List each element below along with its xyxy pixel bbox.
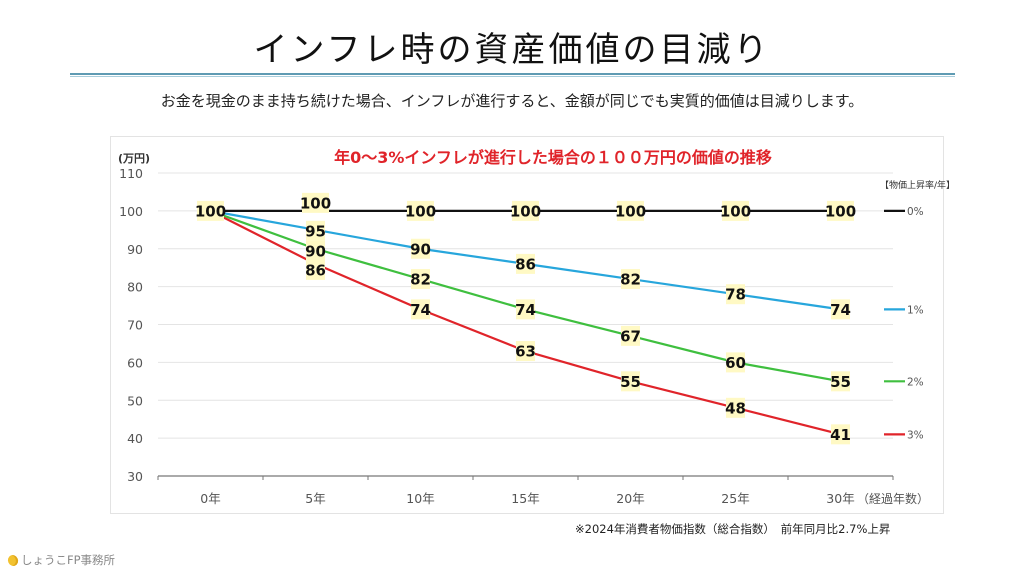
data-label-bg [726, 284, 745, 305]
y-tick-label: 30 [127, 469, 143, 484]
data-label-bg [617, 200, 644, 221]
data-label-bg [831, 371, 850, 392]
x-tick-label: 0年 [200, 491, 220, 506]
data-label: 74 [830, 301, 851, 319]
data-label: 60 [725, 354, 746, 372]
legend-label: 1% [907, 304, 924, 316]
data-label-bg [407, 200, 434, 221]
data-label: 82 [620, 271, 641, 289]
legend-label: 2% [907, 376, 924, 388]
data-label: 100 [510, 202, 541, 220]
data-label-bg [516, 299, 535, 320]
y-tick-label: 40 [127, 431, 143, 446]
data-label: 48 [725, 399, 746, 417]
data-label: 74 [515, 301, 536, 319]
data-label: 55 [830, 373, 851, 391]
x-tick-label: 30年 [826, 491, 854, 506]
data-label-bg [411, 238, 430, 259]
data-label: 55 [620, 373, 641, 391]
data-label-bg [306, 259, 325, 280]
data-label: 100 [405, 202, 436, 220]
legend-label: 3% [907, 429, 924, 441]
y-tick-label: 50 [127, 393, 143, 408]
chart-title: 年0〜3%インフレが進行した場合の１００万円の価値の推移 [334, 148, 772, 167]
data-label: 100 [825, 202, 856, 220]
x-tick-label: 25年 [721, 491, 749, 506]
lemon-icon [6, 552, 20, 568]
data-label: 86 [305, 261, 326, 279]
brand: しょうこFP事務所 [6, 552, 116, 568]
y-tick-label: 60 [127, 355, 143, 370]
data-label-bg [411, 299, 430, 320]
brand-name: しょうこFP事務所 [21, 553, 116, 567]
data-label: 95 [305, 222, 326, 240]
data-label-bg [722, 200, 749, 221]
x-tick-label: 20年 [616, 491, 644, 506]
data-label-bg [306, 240, 325, 261]
x-axis-label: （経過年数） [857, 491, 929, 506]
data-label: 41 [830, 426, 851, 444]
data-label-bg [831, 299, 850, 320]
data-label: 67 [620, 327, 641, 345]
source-note: ※2024年消費者物価指数（総合指数） 前年同月比2.7%上昇 [575, 522, 891, 536]
page-subtitle: お金を現金のまま持ち続けた場合、インフレが進行すると、金額が同じでも実質的価値は… [160, 92, 864, 110]
data-label: 100 [720, 202, 751, 220]
data-label: 78 [725, 286, 746, 304]
data-label-bg [411, 269, 430, 290]
y-tick-label: 110 [119, 166, 143, 181]
data-label-bg [306, 220, 325, 241]
data-label-bg [512, 200, 539, 221]
title-underline [70, 73, 955, 75]
data-label: 100 [195, 202, 226, 220]
data-label-bg [726, 352, 745, 373]
data-label-bg [726, 397, 745, 418]
x-tick-label: 10年 [406, 491, 434, 506]
y-tick-label: 100 [119, 204, 143, 219]
data-label-bg [302, 192, 329, 213]
data-label: 100 [300, 194, 331, 212]
data-label-bg [831, 424, 850, 445]
data-label-bg [621, 371, 640, 392]
page-title: インフレ時の資産価値の目減り [253, 30, 771, 70]
data-label: 90 [305, 242, 326, 260]
legend-title: 【物価上昇率/年】 [880, 179, 955, 191]
data-label-bg [197, 200, 224, 221]
data-label: 100 [615, 202, 646, 220]
y-axis-label: (万円) [118, 152, 150, 165]
data-label-bg [621, 325, 640, 346]
y-tick-label: 70 [127, 318, 143, 333]
x-tick-label: 15年 [511, 491, 539, 506]
data-label: 82 [410, 271, 431, 289]
legend-label: 0% [907, 206, 924, 218]
y-tick-label: 80 [127, 280, 143, 295]
data-label-bg [827, 200, 854, 221]
y-tick-label: 90 [127, 242, 143, 257]
x-tick-label: 5年 [305, 491, 325, 506]
title-underline-thin [70, 76, 955, 77]
data-label-bg [516, 341, 535, 362]
data-label: 86 [515, 255, 536, 273]
data-label-bg [621, 269, 640, 290]
data-label: 63 [515, 343, 536, 361]
data-label: 90 [410, 240, 431, 258]
data-label: 74 [410, 301, 431, 319]
data-label-bg [516, 253, 535, 274]
